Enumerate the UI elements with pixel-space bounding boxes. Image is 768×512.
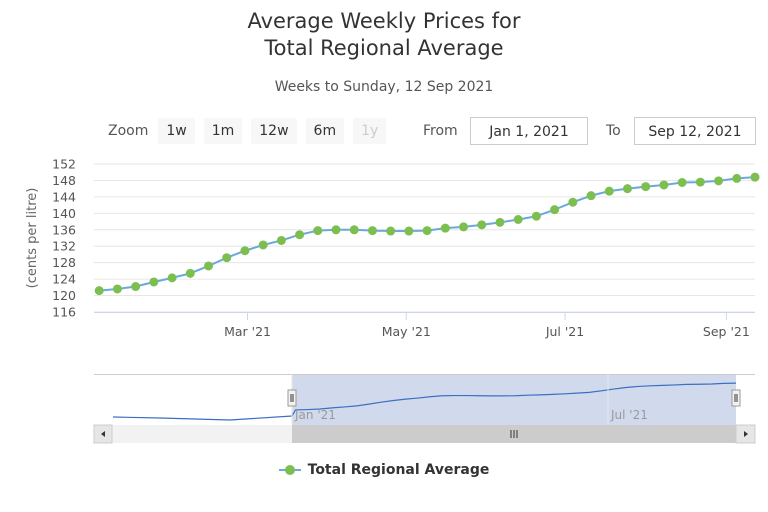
y-tick-label: 116 <box>52 305 76 320</box>
y-tick-label: 128 <box>52 255 76 270</box>
x-tick-label: Jul '21 <box>545 324 584 339</box>
data-point <box>367 226 377 236</box>
data-point <box>495 217 505 227</box>
legend-label: Total Regional Average <box>307 462 490 478</box>
data-point <box>222 253 232 263</box>
data-point <box>732 173 742 183</box>
navigator-series-line <box>112 382 737 421</box>
to-date-input[interactable]: Sep 12, 2021 <box>634 117 756 145</box>
y-tick-label: 124 <box>52 272 76 287</box>
data-point <box>404 226 414 236</box>
data-point <box>386 226 396 236</box>
chart-title: Average Weekly Prices for Total Regional… <box>0 8 768 62</box>
x-axis: Mar '21 May '21 Jul '21 Sep '21 <box>94 312 755 339</box>
data-point <box>513 215 523 224</box>
from-date-input[interactable]: Jan 1, 2021 <box>470 117 588 145</box>
y-tick-label: 152 <box>52 157 76 172</box>
arrow-left-icon <box>101 431 105 437</box>
navigator-label: Jul '21 <box>610 408 648 422</box>
data-point <box>276 235 286 245</box>
plot-area <box>94 172 760 296</box>
data-point <box>622 184 632 194</box>
data-point <box>167 273 177 283</box>
data-point <box>112 284 122 294</box>
zoom-selector: Zoom 1w 1m 12w 6m 1y <box>108 118 395 144</box>
from-label: From <box>423 123 458 139</box>
y-tick-label: 148 <box>52 173 76 188</box>
data-point <box>258 240 268 250</box>
zoom-6m-button[interactable]: 6m <box>305 118 345 144</box>
data-point <box>185 268 195 278</box>
data-point <box>240 246 250 256</box>
legend-marker-icon <box>278 464 301 476</box>
data-point <box>295 230 305 240</box>
data-point <box>604 186 614 196</box>
zoom-1m-button[interactable]: 1m <box>203 118 243 144</box>
y-tick-label: 144 <box>52 189 76 204</box>
y-tick-label: 136 <box>52 222 76 237</box>
chart-title-line-2: Total Regional Average <box>264 36 504 60</box>
zoom-1w-button[interactable]: 1w <box>158 118 195 144</box>
zoom-12w-button[interactable]: 12w <box>251 118 297 144</box>
data-point <box>550 205 560 215</box>
data-point <box>695 177 705 187</box>
x-tick-label: May '21 <box>382 324 431 339</box>
data-point <box>714 176 724 186</box>
data-point <box>331 225 341 235</box>
data-point <box>677 178 687 187</box>
chart-subtitle: Weeks to Sunday, 12 Sep 2021 <box>274 79 494 95</box>
y-axis-title: (cents per litre) <box>25 188 40 289</box>
data-point <box>313 226 323 236</box>
y-tick-label: 132 <box>52 239 76 254</box>
chart-title-line-1: Average Weekly Prices for <box>247 9 521 33</box>
x-tick-label: Mar '21 <box>224 324 271 339</box>
data-point <box>659 180 669 190</box>
x-tick-label: Sep '21 <box>703 324 750 339</box>
data-point <box>204 261 214 271</box>
data-point <box>131 282 141 292</box>
data-point <box>641 182 651 192</box>
data-point <box>531 211 541 221</box>
data-point <box>586 191 596 201</box>
zoom-1y-button[interactable]: 1y <box>353 118 387 144</box>
navigator-selected-range <box>292 374 736 425</box>
navigator-handle[interactable] <box>731 389 741 407</box>
data-point <box>459 222 469 232</box>
handle-body <box>287 389 297 407</box>
data-point <box>94 286 104 296</box>
y-tick-label: 120 <box>52 288 76 303</box>
to-label: To <box>606 123 621 139</box>
data-point <box>750 172 760 182</box>
data-point <box>149 277 159 287</box>
data-point <box>422 226 432 236</box>
legend[interactable]: Total Regional Average <box>0 462 768 478</box>
navigator: Jan '21 Jul '21 <box>93 374 756 444</box>
zoom-label: Zoom <box>108 123 149 139</box>
data-point <box>477 220 487 230</box>
navigator-label: Jan '21 <box>294 408 336 422</box>
data-point <box>349 225 359 235</box>
navigator-handle[interactable] <box>287 389 297 407</box>
arrow-right-icon <box>744 431 748 437</box>
handle-body <box>731 389 741 407</box>
y-tick-label: 140 <box>52 206 76 221</box>
data-point <box>440 223 450 233</box>
data-point <box>568 197 578 207</box>
